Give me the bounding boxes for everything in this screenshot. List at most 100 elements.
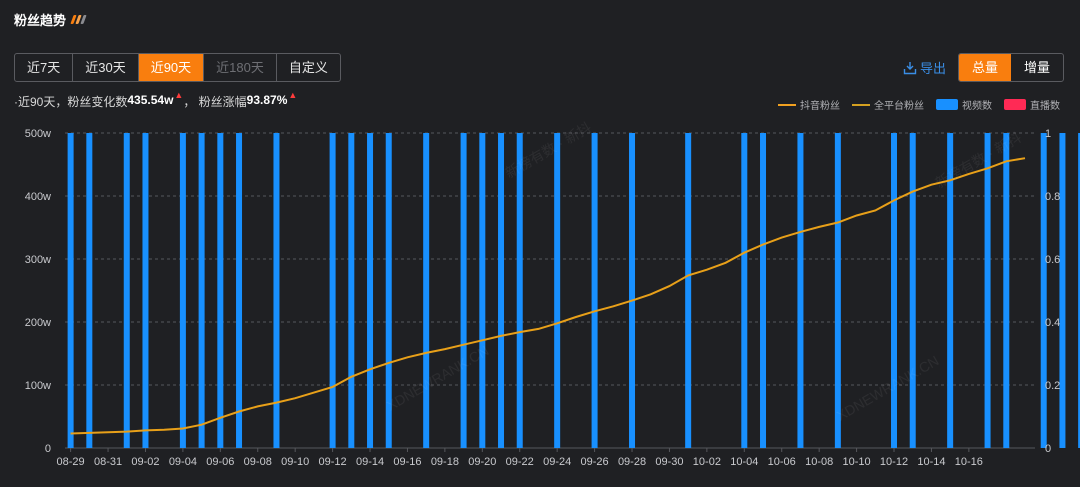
x-tick-label: 10-16 [955, 456, 983, 468]
x-tick-label: 09-28 [618, 456, 646, 468]
x-tick-label: 09-26 [581, 456, 609, 468]
fans-growth-value: 93.87% [246, 93, 288, 107]
video-bar [834, 133, 841, 448]
up-arrow-icon: ▲ [174, 90, 184, 100]
x-tick-label: 10-08 [805, 456, 833, 468]
export-button[interactable]: 导出 [903, 58, 946, 77]
x-tick-label: 09-16 [393, 456, 421, 468]
video-bar [909, 133, 916, 448]
video-bar [947, 133, 954, 448]
x-tick-label: 09-02 [131, 456, 159, 468]
x-tick-label: 09-12 [319, 456, 347, 468]
video-bar [741, 133, 748, 448]
legend-box-icon [936, 99, 958, 110]
y-left-axis: 0 100w 200w 300w 400w 500w [25, 128, 51, 455]
mode-toggle: 总量 增量 [958, 53, 1064, 82]
video-bar [1078, 133, 1080, 448]
video-bar [760, 133, 767, 448]
legend-label: 直播数 [1030, 101, 1060, 112]
video-bar [423, 133, 430, 448]
section-title: 粉丝趋势 [14, 13, 67, 28]
legend-item-lives[interactable]: 直播数 [1004, 97, 1060, 112]
date-range-selector: 近7天 近30天 近90天 近180天 自定义 [14, 53, 341, 82]
y-right-tick-label: 1 [1045, 128, 1051, 140]
x-tick-label: 10-12 [880, 456, 908, 468]
range-tab-custom[interactable]: 自定义 [288, 60, 328, 75]
video-bar [629, 133, 636, 448]
mode-total-button[interactable]: 总量 [959, 54, 1011, 81]
y-left-tick-label: 200w [25, 317, 51, 329]
y-left-tick-label: 400w [25, 191, 51, 203]
video-bar [984, 133, 991, 448]
video-bar [367, 133, 374, 448]
y-right-tick-label: 0.2 [1045, 380, 1060, 392]
video-bar [498, 133, 505, 448]
video-bar [236, 133, 243, 448]
range-tab-7d[interactable]: 近7天 [15, 54, 74, 81]
range-tab-90d[interactable]: 近90天 [138, 54, 205, 81]
y-left-tick-label: 300w [25, 254, 51, 266]
x-tick-label: 09-06 [206, 456, 234, 468]
section-header: 粉丝趋势 [14, 10, 87, 29]
chart-legend: 抖音粉丝 全平台粉丝 视频数 直播数 [778, 97, 1060, 112]
summary-line: ·近90天，粉丝变化数 435.54w ▲ ， 粉丝涨幅 93.87% ▲ [14, 90, 298, 110]
range-tab-30d[interactable]: 近30天 [73, 54, 139, 81]
video-bar [891, 133, 898, 448]
legend-line-icon [778, 103, 796, 106]
x-tick-label: 10-06 [768, 456, 796, 468]
x-tick-label: 10-02 [693, 456, 721, 468]
x-axis: 08-29 08-31 09-02 09-04 09-06 09-08 09-10 09-12… [57, 448, 983, 468]
x-tick-label: 09-08 [244, 456, 272, 468]
x-tick-label: 08-31 [94, 456, 122, 468]
x-tick-label: 09-24 [543, 456, 571, 468]
x-tick-label: 08-29 [57, 456, 85, 468]
legend-label: 视频数 [962, 101, 992, 112]
x-tick-label: 10-04 [730, 456, 758, 468]
video-bar [1059, 133, 1066, 448]
x-tick-label: 09-04 [169, 456, 197, 468]
mode-increment-button[interactable]: 增量 [1023, 60, 1050, 75]
video-bar [516, 133, 523, 448]
y-right-tick-label: 0.8 [1045, 191, 1060, 203]
video-bar [198, 133, 205, 448]
legend-line-icon [852, 103, 870, 106]
legend-label: 抖音粉丝 [800, 101, 840, 112]
video-bar [591, 133, 598, 448]
legend-box-icon [1004, 99, 1026, 110]
fans-change-value: 435.54w [127, 93, 174, 107]
y-right-axis: 0 0.2 0.4 0.6 0.8 1 [1045, 128, 1060, 455]
video-bar [479, 133, 486, 448]
video-bar [1003, 133, 1010, 448]
legend-label: 全平台粉丝 [874, 101, 924, 112]
up-arrow-icon: ▲ [288, 90, 298, 100]
legend-item-videos[interactable]: 视频数 [936, 97, 992, 112]
y-right-tick-label: 0.6 [1045, 254, 1060, 266]
legend-item-douyin-fans[interactable]: 抖音粉丝 [778, 97, 840, 112]
x-tick-label: 09-20 [468, 456, 496, 468]
legend-item-all-fans[interactable]: 全平台粉丝 [852, 97, 924, 112]
video-bar [217, 133, 224, 448]
video-bar [123, 133, 130, 448]
video-bar [1040, 133, 1047, 448]
x-tick-label: 09-22 [506, 456, 534, 468]
video-bar [179, 133, 186, 448]
y-left-tick-label: 100w [25, 380, 51, 392]
x-tick-label: 09-10 [281, 456, 309, 468]
y-left-tick-label: 500w [25, 128, 51, 140]
video-bar [554, 133, 561, 448]
video-bar [685, 133, 692, 448]
range-tab-180d[interactable]: 近180天 [204, 54, 277, 81]
x-tick-label: 10-10 [843, 456, 871, 468]
y-right-tick-label: 0 [1045, 443, 1051, 455]
video-bar [86, 133, 93, 448]
summary-separator: ， 粉丝涨幅 [183, 95, 247, 109]
video-bar [348, 133, 355, 448]
x-tick-label: 09-14 [356, 456, 384, 468]
video-bar [460, 133, 467, 448]
export-label: 导出 [920, 61, 947, 76]
video-bar [385, 133, 392, 448]
fans-line [70, 157, 1026, 435]
y-right-tick-label: 0.4 [1045, 317, 1060, 329]
video-bars [67, 133, 1080, 448]
